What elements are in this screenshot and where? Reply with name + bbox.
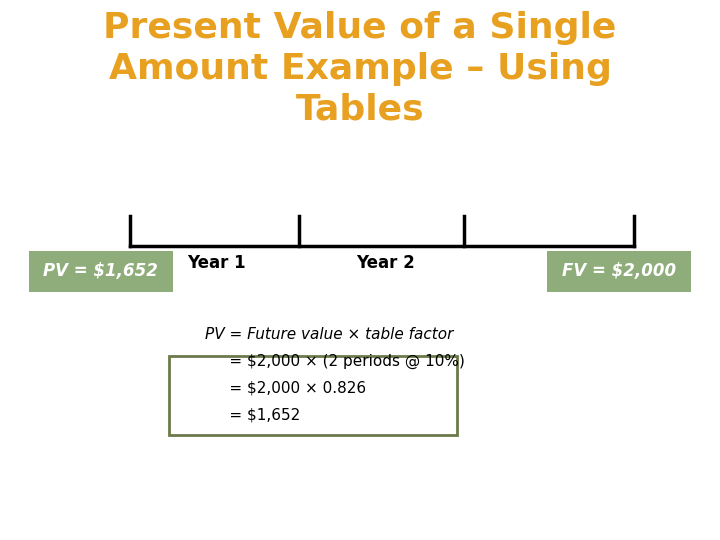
Text: Present Value of a Single
Amount Example – Using
Tables: Present Value of a Single Amount Example… [103, 11, 617, 126]
Text: PV = Future value × table factor: PV = Future value × table factor [205, 327, 454, 342]
FancyBboxPatch shape [29, 251, 173, 292]
Text: Year 2: Year 2 [356, 254, 415, 272]
Text: PV = $1,652: PV = $1,652 [43, 262, 158, 280]
Text: = $1,652: = $1,652 [205, 408, 300, 423]
Text: FV = $2,000: FV = $2,000 [562, 262, 676, 280]
Text: = $2,000 × (2 periods @ 10%): = $2,000 × (2 periods @ 10%) [205, 354, 465, 369]
Text: = $2,000 × 0.826: = $2,000 × 0.826 [205, 381, 366, 396]
Text: Year 1: Year 1 [186, 254, 246, 272]
FancyBboxPatch shape [547, 251, 691, 292]
